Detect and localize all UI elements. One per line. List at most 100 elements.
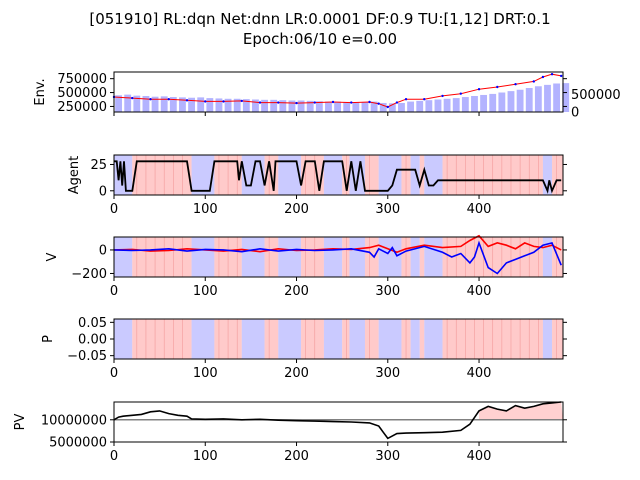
shade-region-buy — [342, 237, 350, 277]
axes-frame — [113, 71, 564, 113]
volume-bar — [343, 101, 351, 112]
axes-frame — [113, 401, 564, 443]
pv-line — [113, 401, 562, 440]
shade-region-sell — [278, 237, 302, 277]
price-point — [550, 73, 554, 76]
price-point — [404, 98, 408, 101]
y-tick-label: 500000 — [57, 86, 107, 101]
volume-bar — [142, 96, 150, 112]
y-axis-label: Agent — [67, 156, 82, 194]
shade-region-sell — [424, 155, 443, 195]
volume-bar — [115, 95, 122, 112]
volume-bar — [507, 91, 515, 112]
y-tick-label: 10000000 — [41, 413, 107, 428]
volume-bar — [461, 97, 469, 112]
shade-region-sell — [241, 319, 265, 359]
volume-bar — [480, 94, 488, 112]
volume-bar — [325, 101, 332, 112]
price-point — [496, 85, 499, 89]
price-point — [313, 101, 316, 104]
y-tick-label: 0.05 — [78, 316, 107, 331]
x-tick-label: 300 — [375, 366, 400, 381]
shade-region-buy — [132, 237, 192, 277]
price-point — [423, 98, 426, 101]
x-tick-label: 400 — [467, 202, 492, 217]
price-point — [441, 94, 444, 98]
volume-bar — [160, 96, 168, 112]
y2-tick-label: 0 — [571, 106, 579, 121]
shade-region-sell — [349, 319, 365, 359]
volume-bar — [425, 100, 433, 112]
shade-region-sell — [323, 237, 343, 277]
volume-bar — [352, 102, 360, 112]
price-point — [377, 102, 380, 105]
x-tick-label: 100 — [193, 202, 218, 217]
price-point — [331, 100, 335, 104]
pv-panel: 5000000 10000000 PV 0 100 200 300 400 — [13, 401, 567, 464]
agent-panel: 0 25 Agent 0 100 200 300 400 — [67, 154, 567, 217]
volume-bar — [206, 98, 214, 112]
y-axis-label: V — [45, 252, 60, 261]
shade-region-sell — [241, 237, 265, 277]
shade-region-buy — [552, 319, 563, 359]
price-point — [559, 74, 563, 78]
x-tick-label: 200 — [284, 284, 309, 299]
price-point — [295, 101, 298, 105]
p-panel: −0.050.00 0.05 P 0 100 200 300 400 — [41, 316, 567, 381]
shade-region-sell — [378, 237, 402, 277]
volume-bar — [398, 102, 405, 112]
volume-bar — [334, 101, 342, 112]
shade-region-sell — [410, 155, 420, 195]
shade-region-sell — [542, 155, 553, 195]
volume-bar — [179, 97, 186, 112]
volume-bar — [553, 83, 561, 112]
volume-bar — [315, 101, 323, 112]
x-tick-label: 200 — [284, 449, 309, 464]
x-tick-label: 200 — [284, 366, 309, 381]
volume-bar — [452, 98, 460, 112]
x-tick-label: 400 — [467, 449, 492, 464]
shade-region-buy — [364, 155, 379, 195]
y-tick-label: 0 — [99, 243, 107, 258]
volume-bar — [562, 83, 570, 112]
volume-bar — [197, 97, 205, 112]
price-point — [350, 101, 353, 104]
price-point — [514, 83, 517, 86]
shade-region-buy — [301, 237, 324, 277]
volume-bar — [279, 100, 287, 112]
volume-bar — [407, 101, 415, 112]
y-tick-label: 0 — [99, 184, 107, 199]
price-point — [277, 101, 280, 104]
shade-region-buy — [364, 319, 379, 359]
volume-bar — [124, 94, 132, 112]
figure-title-line1: [051910] RL:dqn Net:dnn LR:0.0001 DF:0.9… — [89, 10, 550, 28]
volume-bar — [489, 93, 497, 112]
y-axis-label: PV — [13, 414, 28, 431]
price-point — [386, 105, 389, 109]
volume-bar — [416, 100, 424, 112]
volume-bar — [242, 99, 250, 112]
x-tick-label: 0 — [110, 202, 118, 217]
price-point — [395, 101, 399, 104]
volume-bar — [525, 88, 533, 112]
price-point — [368, 100, 371, 104]
shade-region-sell — [191, 155, 215, 195]
y-tick-label: −0.05 — [67, 349, 107, 364]
shade-region-sell — [323, 155, 343, 195]
y-tick-label: 25 — [90, 158, 107, 173]
agent-line — [114, 160, 562, 194]
price-point — [167, 98, 170, 101]
x-tick-label: 100 — [193, 366, 218, 381]
volume-bar — [544, 84, 551, 112]
y-axis-label: Env. — [33, 78, 48, 105]
volume-bar — [288, 100, 296, 112]
volume-bar — [169, 97, 177, 112]
shade-region-sell — [191, 237, 215, 277]
x-tick-label: 100 — [193, 449, 218, 464]
price-point — [131, 96, 134, 100]
shade-region-buy — [419, 237, 425, 277]
x-tick-label: 0 — [110, 449, 118, 464]
x-tick-label: 0 — [110, 284, 118, 299]
